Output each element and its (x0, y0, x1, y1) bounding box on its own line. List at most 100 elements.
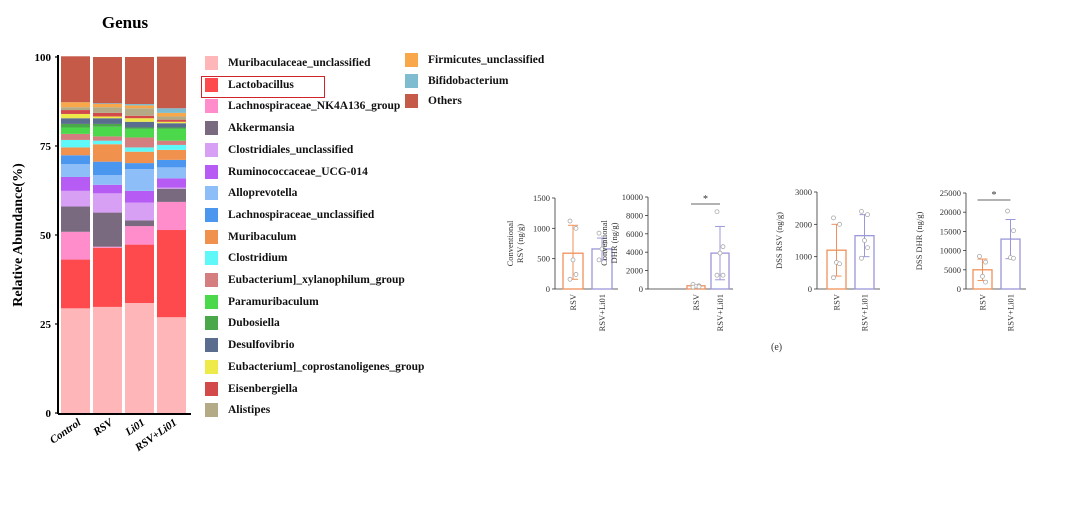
data-point (720, 272, 726, 278)
legend-item: Eubacterium]_coprostanoligenes_group (205, 359, 425, 374)
bar-segment-lactobacillus (125, 244, 154, 303)
y-tick-label: 0 (808, 284, 812, 294)
bar-segment-paramuribaculum (61, 127, 90, 134)
bar-segment-alloprevotella (61, 164, 90, 177)
bar-segment-eubacterium-coprostanoligenes-group (93, 116, 122, 119)
legend-item: Clostridium (205, 251, 288, 266)
data-point (602, 248, 608, 254)
bar-segment-clostridium (125, 147, 154, 152)
bar-segment-desulfovibrio (157, 123, 186, 128)
legend-swatch (205, 273, 218, 287)
bar-segment-clostridiales-unclassified (61, 190, 90, 207)
legend-swatch (205, 229, 218, 244)
data-point (980, 273, 985, 279)
legend-label: Bifidobacterium (428, 74, 509, 87)
data-point (567, 218, 573, 224)
bar-segment-others (93, 57, 122, 104)
y-tick-label: 3000 (795, 187, 812, 197)
bar-segment-muribaculaceae-unclassified (93, 306, 122, 413)
legend-label: Dubosiella (228, 317, 280, 330)
legend-swatch (205, 186, 218, 201)
y-tick-label: 6000 (626, 229, 643, 239)
legend-swatch (205, 56, 218, 70)
x-tick-label: RSV (691, 293, 701, 310)
bar-segment-clostridium (61, 139, 90, 148)
legend-label: Eubacterium]_xylanophilum_group (228, 274, 405, 286)
bar-segment-akkermansia (125, 220, 154, 227)
legend-item: Lactobacillus (205, 77, 294, 92)
bar-segment-lachnospiraceae-unclassified (157, 159, 186, 168)
legend-item: Others (405, 94, 462, 108)
bar-segment-ruminococcaceae-ucg-014 (93, 184, 122, 194)
y-tick-label: 500 (537, 254, 550, 264)
x-tick-label: RSV (978, 293, 988, 310)
y-axis-label: Conventional (505, 220, 515, 266)
legend-swatch (205, 77, 218, 92)
bar-segment-dubosiella (157, 127, 186, 129)
legend-label: Akkermansia (228, 122, 295, 135)
bar-segment-lachnospiraceae-unclassified (61, 155, 90, 165)
y-axis-label: Relative Abundance(%) (11, 163, 26, 307)
bar-segment-paramuribaculum (125, 128, 154, 138)
x-tick-label: RSV (90, 416, 116, 439)
bar-segment-desulfovibrio (93, 118, 122, 124)
legend-label: Paramuribaculum (228, 295, 319, 308)
legend-item: Eubacterium]_xylanophilum_group (205, 273, 405, 287)
legend-item: Firmicutes_unclassified (405, 53, 544, 67)
legend-swatch (205, 164, 218, 179)
bar-segment-ruminococcaceae-ucg-014 (125, 190, 154, 203)
y-tick-label: 25000 (940, 188, 961, 198)
x-tick-label: RSV+Li01 (1006, 294, 1016, 331)
bar-segment-lachnospiraceae-unclassified (125, 163, 154, 170)
panel-label: (e) (771, 342, 783, 353)
legend-item: Clostridiales_unclassified (205, 142, 353, 157)
bar-segment-clostridiales-unclassified (125, 202, 154, 221)
bar-segment-clostridium (93, 140, 122, 145)
bar-segment-lactobacillus (93, 247, 122, 307)
bar-segment-alloprevotella (93, 175, 122, 185)
bar-segment-desulfovibrio (61, 118, 90, 124)
legend-item: Alloprevotella (205, 186, 298, 201)
y-tick-label: 0 (546, 284, 550, 294)
bar-segment-eubacterium-coprostanoligenes-group (125, 118, 154, 122)
data-point (862, 238, 867, 243)
legend-label: Alloprevotella (228, 187, 298, 200)
significance-marker: * (703, 194, 708, 205)
y-tick-label: 10000 (940, 246, 961, 256)
legend-swatch (205, 359, 218, 374)
legend-swatch (205, 207, 218, 222)
data-point (859, 208, 864, 214)
y-tick-label: 4000 (626, 247, 643, 257)
legend-item: Dubosiella (205, 316, 280, 331)
legend-item: Lachnospiraceae_NK4A136_group (205, 99, 400, 114)
data-point (1011, 228, 1016, 234)
data-point (983, 279, 988, 285)
bar-segment-ruminococcaceae-ucg-014 (61, 176, 90, 191)
legend-swatch (205, 316, 218, 331)
data-point (690, 284, 696, 290)
data-point (570, 257, 576, 263)
legend-item: Paramuribaculum (205, 294, 319, 309)
bar-segment-clostridiales-unclassified (157, 187, 186, 189)
data-point (831, 215, 836, 221)
x-tick-label: Li01 (122, 417, 147, 439)
bar-segment-akkermansia (93, 212, 122, 247)
y-tick-label: 0 (957, 284, 961, 294)
bar-segment-lactobacillus (61, 259, 90, 309)
y-tick-label: 1000 (795, 252, 812, 262)
legend-swatch (205, 142, 218, 157)
legend-swatch (205, 338, 218, 353)
legend-item: Lachnospiraceae_unclassified (205, 207, 374, 222)
bar-segment-muribaculum (93, 144, 122, 162)
legend-label: Others (428, 95, 462, 107)
significance-marker: * (992, 190, 997, 201)
x-tick-label: Control (48, 416, 84, 446)
legend-swatch (205, 99, 218, 114)
legend-label: Eubacterium]_coprostanoligenes_group (228, 360, 425, 373)
data-point (596, 257, 602, 263)
data-point (696, 284, 702, 290)
legend-item: Ruminococcaceae_UCG-014 (205, 164, 368, 179)
data-point (859, 255, 864, 261)
data-point (831, 275, 836, 281)
legend-label: Clostridium (228, 252, 288, 265)
